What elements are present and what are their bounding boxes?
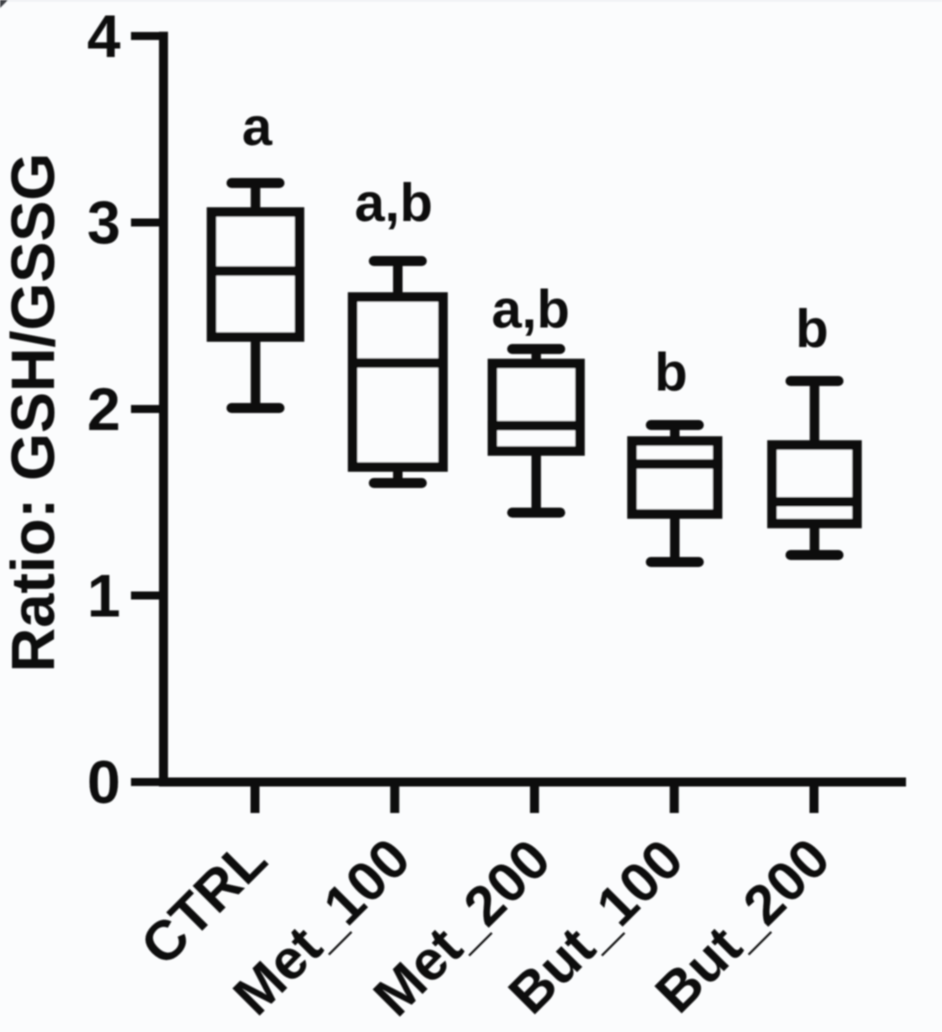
svg-text:b: b	[796, 299, 829, 359]
svg-text:0: 0	[87, 749, 120, 816]
svg-text:Ratio: GSH/GSSG: Ratio: GSH/GSSG	[0, 153, 68, 672]
svg-text:a: a	[242, 97, 273, 157]
svg-text:1: 1	[87, 563, 120, 630]
svg-text:3: 3	[87, 190, 120, 257]
svg-text:2: 2	[87, 376, 120, 443]
svg-text:a,b: a,b	[492, 280, 570, 340]
svg-text:b: b	[655, 343, 688, 403]
svg-text:4: 4	[87, 3, 121, 70]
svg-text:a,b: a,b	[355, 173, 433, 233]
